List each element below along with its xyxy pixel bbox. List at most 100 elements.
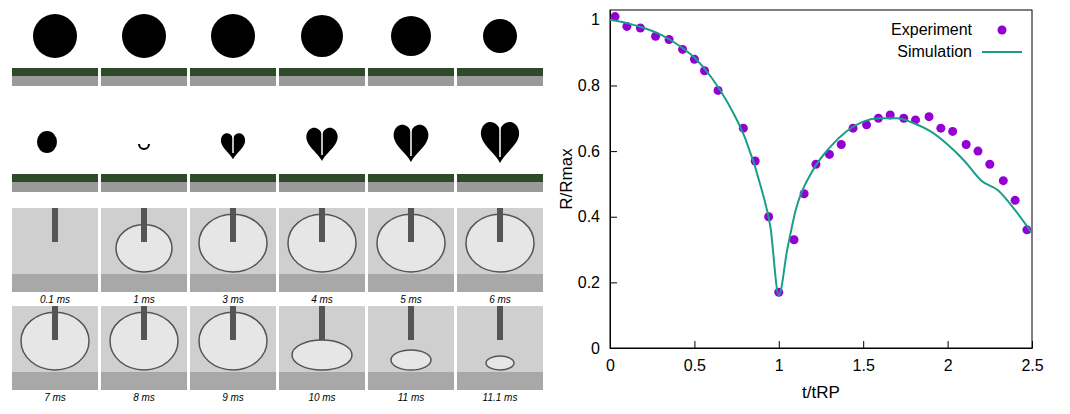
photo-background: [101, 208, 187, 292]
sim-substrate-top: [101, 68, 187, 76]
sim-substrate-top: [368, 68, 454, 76]
x-tick-mark: [694, 341, 695, 348]
photo: [190, 306, 276, 390]
photo-needle: [319, 208, 325, 242]
legend-label: Experiment: [891, 21, 972, 38]
x-tick-mark: [1032, 341, 1033, 348]
sim-substrate: [368, 76, 454, 86]
x-tick-label: 2: [944, 357, 953, 374]
data-point: [962, 140, 971, 149]
y-tick-label: 0.8: [578, 77, 600, 94]
photo-floor: [190, 274, 276, 292]
y-tick-mark: [610, 282, 617, 283]
photo-needle: [230, 306, 236, 340]
photo-time-label: 0.1 ms: [40, 294, 70, 305]
data-point: [925, 112, 934, 121]
photo-background: [368, 306, 454, 390]
photo-floor: [279, 274, 365, 292]
x-tick-mark: [863, 341, 864, 348]
y-tick-mark: [610, 348, 617, 349]
photo-background: [190, 306, 276, 390]
photo-floor: [368, 274, 454, 292]
plot-marks: [610, 12, 1032, 297]
data-point: [973, 147, 982, 156]
sim-substrate-top: [190, 68, 276, 76]
data-point: [1011, 196, 1020, 205]
sim-drop: [122, 14, 166, 58]
sim-drop: [483, 19, 517, 53]
y-axis-line: [610, 11, 611, 349]
photo-floor: [101, 372, 187, 390]
legend-line: [982, 51, 1022, 53]
x-tick-label: 0.5: [684, 357, 706, 374]
photo-time-label: 1 ms: [133, 294, 155, 305]
chart: 00.511.522.500.20.40.60.81t/tRPR/RmaxExp…: [557, 10, 1044, 402]
photo-time-label: 9 ms: [222, 392, 244, 403]
y-tick-label: 1: [591, 11, 600, 28]
photo: [368, 306, 454, 390]
photo-time-label: 11 ms: [398, 392, 425, 403]
y-tick-label: 0.4: [578, 208, 600, 225]
y-tick-label: 0: [591, 340, 600, 357]
sim-substrate-top: [101, 174, 187, 182]
sim-substrate-top: [279, 68, 365, 76]
data-point: [936, 124, 945, 133]
sim-split: [321, 130, 323, 155]
y-axis-title: R/Rmax: [557, 148, 576, 210]
x-tick-label: 0: [606, 357, 615, 374]
photo-needle: [319, 306, 325, 340]
sim-substrate: [279, 76, 365, 86]
photo-floor: [457, 274, 543, 292]
sim-substrate-top: [190, 174, 276, 182]
photo-drop: [391, 350, 431, 370]
photo: [457, 306, 543, 390]
legend: ExperimentSimulation: [891, 21, 1022, 60]
photo-floor: [279, 372, 365, 390]
photo-drop: [486, 356, 514, 370]
photo-time-label: 10 ms: [308, 392, 335, 403]
data-line: [610, 20, 1032, 296]
photo-background: [279, 306, 365, 390]
photo-background: [190, 208, 276, 292]
x-tick-mark: [779, 341, 780, 348]
sim-split: [499, 126, 501, 157]
figure: 0.1 ms1 ms3 ms4 ms5 ms6 ms7 ms8 ms9 ms10…: [0, 0, 1070, 414]
photo: [457, 208, 543, 292]
x-tick-label: 1.5: [853, 357, 875, 374]
legend-marker: [998, 26, 1007, 35]
x-tick: 1.5: [853, 341, 875, 374]
sim-drop: [138, 144, 150, 150]
data-point: [985, 160, 994, 169]
photo-floor: [190, 372, 276, 390]
photo: [279, 208, 365, 292]
photo-needle: [141, 306, 147, 340]
x-tick-label: 1: [775, 357, 784, 374]
x-tick: 0.5: [684, 341, 706, 374]
photo-needle: [52, 208, 58, 242]
sim-split: [410, 128, 412, 156]
sim-substrate-top: [279, 174, 365, 182]
x-axis: 0 0.5 1 1.5 2 2.5: [606, 341, 1044, 374]
x-tick-label: 2.5: [1021, 357, 1043, 374]
photo-needle: [141, 208, 147, 242]
photo-background: [279, 208, 365, 292]
photo-background: [12, 306, 98, 390]
photo-floor: [368, 372, 454, 390]
y-tick: 0.6: [578, 143, 617, 160]
photo: [279, 306, 365, 390]
sim-drop: [391, 16, 431, 56]
sim-substrate: [12, 182, 98, 192]
y-tick-mark: [610, 217, 617, 218]
sim-drop: [481, 122, 519, 163]
photo-floor: [12, 372, 98, 390]
sim-substrate: [12, 76, 98, 86]
y-tick-mark: [610, 151, 617, 152]
sim-substrate: [190, 76, 276, 86]
y-tick: 0.8: [578, 77, 617, 94]
data-point: [837, 140, 846, 149]
x-tick: 2.5: [1021, 341, 1043, 374]
photo: [190, 208, 276, 292]
sim-drop: [37, 131, 57, 153]
photo-time-label: 3 ms: [222, 294, 244, 305]
sim-substrate: [190, 182, 276, 192]
